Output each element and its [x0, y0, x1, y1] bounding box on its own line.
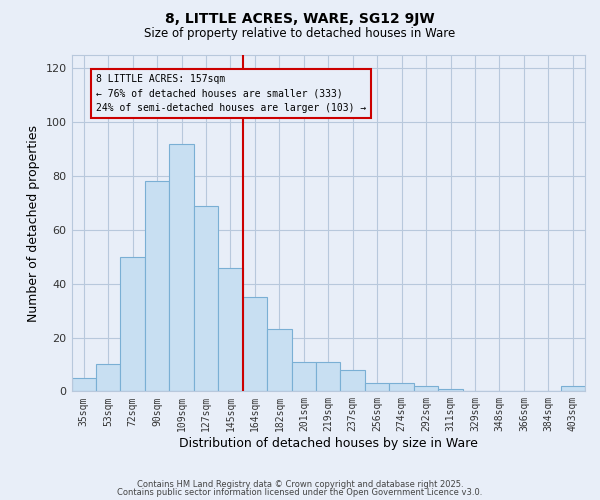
Bar [560, 386, 585, 392]
Bar [169, 144, 194, 392]
Text: Size of property relative to detached houses in Ware: Size of property relative to detached ho… [145, 28, 455, 40]
Text: Contains public sector information licensed under the Open Government Licence v3: Contains public sector information licen… [118, 488, 482, 497]
Bar [438, 388, 463, 392]
Y-axis label: Number of detached properties: Number of detached properties [27, 124, 40, 322]
Bar [292, 362, 316, 392]
Bar [389, 384, 414, 392]
Bar [316, 362, 340, 392]
Bar [267, 330, 292, 392]
Bar [414, 386, 438, 392]
Bar [194, 206, 218, 392]
Bar [340, 370, 365, 392]
Bar [145, 182, 169, 392]
Bar [365, 384, 389, 392]
Text: 8 LITTLE ACRES: 157sqm
← 76% of detached houses are smaller (333)
24% of semi-de: 8 LITTLE ACRES: 157sqm ← 76% of detached… [96, 74, 366, 114]
Text: Contains HM Land Registry data © Crown copyright and database right 2025.: Contains HM Land Registry data © Crown c… [137, 480, 463, 489]
Bar [121, 257, 145, 392]
Bar [218, 268, 242, 392]
X-axis label: Distribution of detached houses by size in Ware: Distribution of detached houses by size … [179, 437, 478, 450]
Bar [242, 297, 267, 392]
Bar [71, 378, 96, 392]
Text: 8, LITTLE ACRES, WARE, SG12 9JW: 8, LITTLE ACRES, WARE, SG12 9JW [165, 12, 435, 26]
Bar [96, 364, 121, 392]
